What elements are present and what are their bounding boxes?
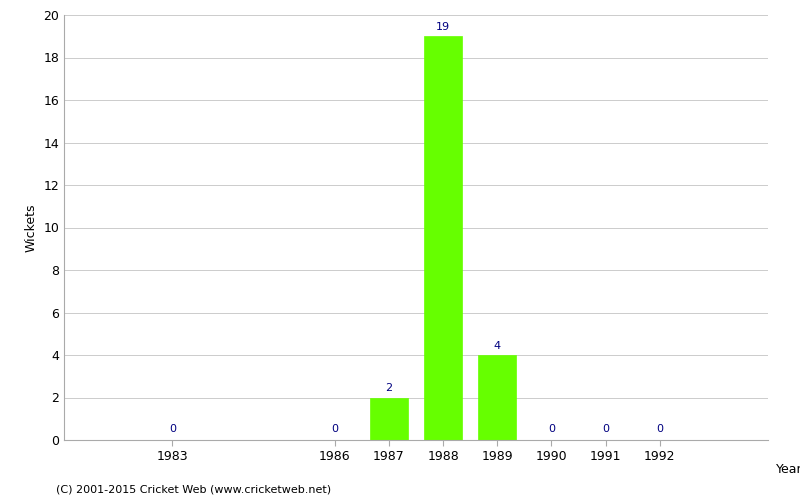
Text: 0: 0 bbox=[602, 424, 609, 434]
Bar bbox=[370, 398, 408, 440]
Text: 4: 4 bbox=[494, 341, 501, 351]
Text: 19: 19 bbox=[436, 22, 450, 32]
Text: 0: 0 bbox=[331, 424, 338, 434]
Text: 0: 0 bbox=[548, 424, 555, 434]
Bar bbox=[478, 355, 516, 440]
Text: 0: 0 bbox=[169, 424, 176, 434]
Bar bbox=[424, 36, 462, 440]
Text: 0: 0 bbox=[656, 424, 663, 434]
Text: 2: 2 bbox=[386, 383, 393, 393]
Text: (C) 2001-2015 Cricket Web (www.cricketweb.net): (C) 2001-2015 Cricket Web (www.cricketwe… bbox=[56, 485, 331, 495]
Y-axis label: Wickets: Wickets bbox=[25, 203, 38, 252]
X-axis label: Year: Year bbox=[776, 464, 800, 476]
